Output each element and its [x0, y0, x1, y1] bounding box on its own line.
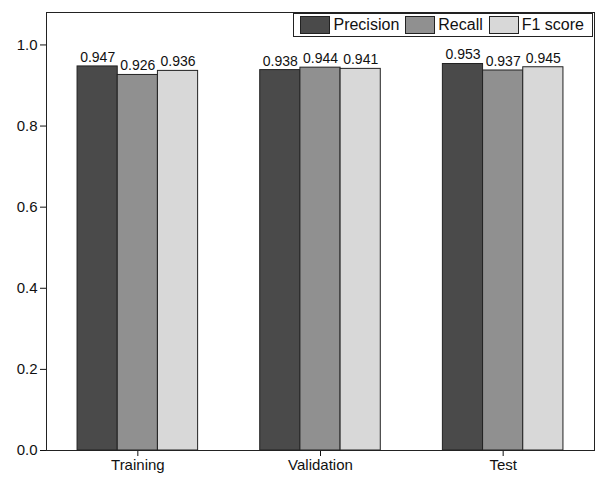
svg-text:0.6: 0.6	[17, 198, 38, 215]
svg-text:0.2: 0.2	[17, 360, 38, 377]
html-text:Recall: Recall	[438, 16, 483, 33]
svg-text:0.944: 0.944	[303, 50, 338, 66]
svg-text:Training: Training	[111, 456, 165, 473]
svg-text:Test: Test	[489, 456, 517, 473]
svg-text:0.8: 0.8	[17, 117, 38, 134]
html-text:Precision: Precision	[333, 16, 400, 33]
svg-text:0.945: 0.945	[526, 50, 561, 66]
svg-text:1.0: 1.0	[17, 36, 38, 53]
svg-text:0.938: 0.938	[263, 53, 298, 69]
svg-text:0.937: 0.937	[486, 53, 521, 69]
svg-text:0.4: 0.4	[17, 279, 38, 296]
html-text:F1 score: F1 score	[521, 16, 584, 33]
svg-text:0.941: 0.941	[343, 51, 378, 67]
svg-text:0.926: 0.926	[120, 57, 155, 73]
svg-text:0.0: 0.0	[17, 441, 38, 458]
svg-text:0.953: 0.953	[445, 46, 480, 62]
svg-text:0.947: 0.947	[80, 49, 115, 65]
svg-text:0.936: 0.936	[160, 53, 195, 69]
svg-text:Validation: Validation	[288, 456, 353, 473]
